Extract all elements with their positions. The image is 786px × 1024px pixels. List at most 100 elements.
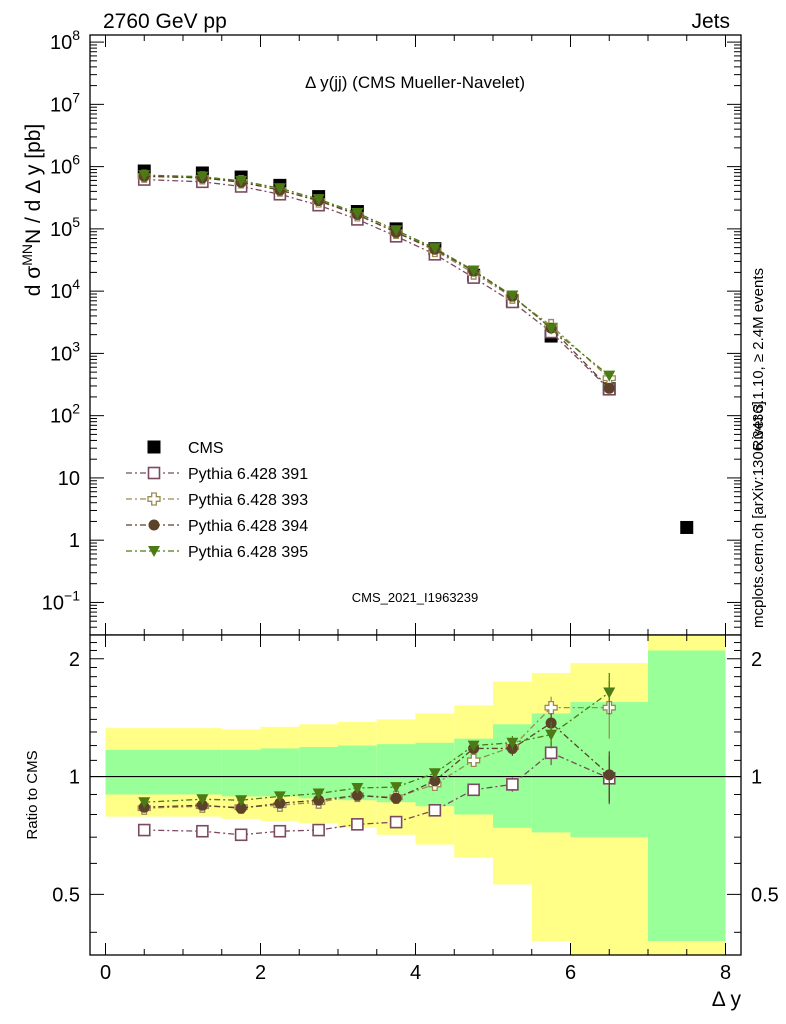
legend-label: Pythia 6.428 395 — [188, 544, 308, 561]
side-label-events: Rivet 3.1.10, ≥ 2.4M events — [750, 268, 767, 451]
band-inner — [260, 748, 300, 797]
legend-marker — [147, 466, 161, 480]
data-point — [235, 175, 248, 187]
top-plot-area — [90, 35, 741, 635]
ratio-point — [273, 824, 287, 838]
band-inner — [221, 749, 261, 797]
ratio-point — [235, 795, 248, 807]
legend-label: CMS — [188, 440, 224, 457]
x-tick-label: 4 — [410, 962, 421, 984]
ratio-point — [351, 818, 364, 831]
data-point — [428, 243, 441, 255]
ratio-y-tick-label: 0.5 — [52, 884, 80, 906]
ratio-point — [429, 775, 441, 787]
header-left: 2760 GeV pp — [103, 10, 227, 33]
ratio-y-tick-label: 1 — [751, 767, 762, 789]
ratio-point — [603, 687, 616, 699]
legend-marker — [147, 440, 161, 454]
ratio-point — [196, 794, 209, 806]
ratio-point — [196, 824, 209, 838]
ratio-point — [428, 803, 442, 817]
ratio-point — [466, 753, 481, 768]
legend-label: Pythia 6.428 393 — [188, 492, 308, 509]
ratio-point — [351, 789, 363, 801]
ratio-point — [235, 802, 247, 814]
top-panel: 10−1 1 10 102 103 104 105 106 107 108 — [42, 27, 742, 636]
ratio-y-tick-label: 0.5 — [751, 884, 779, 906]
x-tick-label: 2 — [255, 962, 266, 984]
legend-label: Pythia 6.428 391 — [188, 466, 308, 483]
data-point — [506, 290, 519, 302]
header-right: Jets — [691, 10, 730, 33]
ratio-y-tick-label: 2 — [69, 649, 80, 671]
y-tick-label: 103 — [50, 338, 80, 365]
ratio-line — [144, 752, 610, 836]
x-tick-label: 8 — [720, 962, 731, 984]
data-point — [603, 370, 616, 382]
data-point — [390, 225, 403, 237]
y-tick-label: 108 — [50, 27, 80, 54]
ratio-point — [467, 740, 480, 752]
data-point — [603, 382, 615, 394]
ratio-point — [603, 769, 615, 781]
data-point — [273, 183, 286, 195]
series-line — [144, 174, 610, 377]
y-tick-label: 102 — [50, 401, 80, 428]
legend-marker — [147, 492, 161, 506]
series-4 — [138, 170, 616, 382]
y-tick-label: 104 — [50, 276, 80, 303]
data-point — [312, 194, 325, 206]
y-tick-label: 106 — [50, 152, 80, 179]
ratio-point — [544, 701, 558, 715]
legend-marker — [148, 546, 160, 557]
x-tick-label: 0 — [100, 962, 111, 984]
ratio-point — [273, 791, 286, 803]
band-inner — [105, 749, 183, 795]
band-inner — [183, 749, 222, 795]
ratio-point — [545, 729, 558, 741]
ratio-point — [506, 778, 519, 791]
y-axis-label-ratio: Ratio to CMS — [24, 750, 41, 839]
y-tick-label: 1 — [69, 530, 80, 552]
ratio-point — [312, 823, 325, 837]
ratio-point — [544, 746, 558, 760]
data-point — [196, 171, 209, 183]
x-tick-label: 6 — [565, 962, 576, 984]
y-tick-label: 10 — [58, 468, 80, 490]
y-tick-label: 107 — [50, 89, 80, 116]
ratio-point — [390, 792, 402, 804]
ratio-point — [506, 737, 519, 749]
data-point — [467, 265, 480, 277]
ratio-point — [313, 794, 325, 806]
ratio-point — [138, 797, 151, 809]
chart-title: Δ y(jj) (CMS Mueller-Navelet) — [305, 73, 525, 92]
y-axis-label-top: d σMNN / d Δ y [pb] — [19, 124, 45, 297]
legend: CMS Pythia 6.428 391 Pythia 6.428 393 Pythi… — [126, 440, 308, 561]
series-line — [144, 178, 610, 390]
ratio-point — [428, 768, 441, 780]
x-axis-label: Δ y — [712, 988, 742, 1011]
ratio-line — [144, 691, 610, 803]
ratio-series-3 — [138, 672, 616, 809]
legend-marker — [148, 519, 160, 531]
y-tick-label: 105 — [50, 214, 80, 241]
data-point — [138, 170, 151, 182]
ratio-panel: 0.5 0.5 1 1 2 2 — [52, 634, 779, 956]
ratio-series-0 — [137, 741, 616, 842]
ratio-line — [144, 722, 610, 809]
ratio-y-tick-label: 2 — [751, 649, 762, 671]
data-point — [680, 520, 694, 534]
data-point — [351, 207, 364, 219]
legend-label: Pythia 6.428 394 — [188, 518, 308, 535]
band-inner — [648, 650, 726, 942]
ratio-point — [234, 828, 248, 842]
data-point — [545, 323, 558, 335]
ratio-point — [467, 783, 480, 797]
side-label-source: mcplots.cern.ch [arXiv:1306.3436] — [750, 401, 767, 628]
ratio-point — [137, 823, 151, 837]
ratio-point — [390, 782, 403, 794]
watermark: CMS_2021_I1963239 — [352, 590, 479, 605]
y-tick-label: 10−1 — [42, 587, 80, 614]
ratio-point — [389, 815, 403, 829]
